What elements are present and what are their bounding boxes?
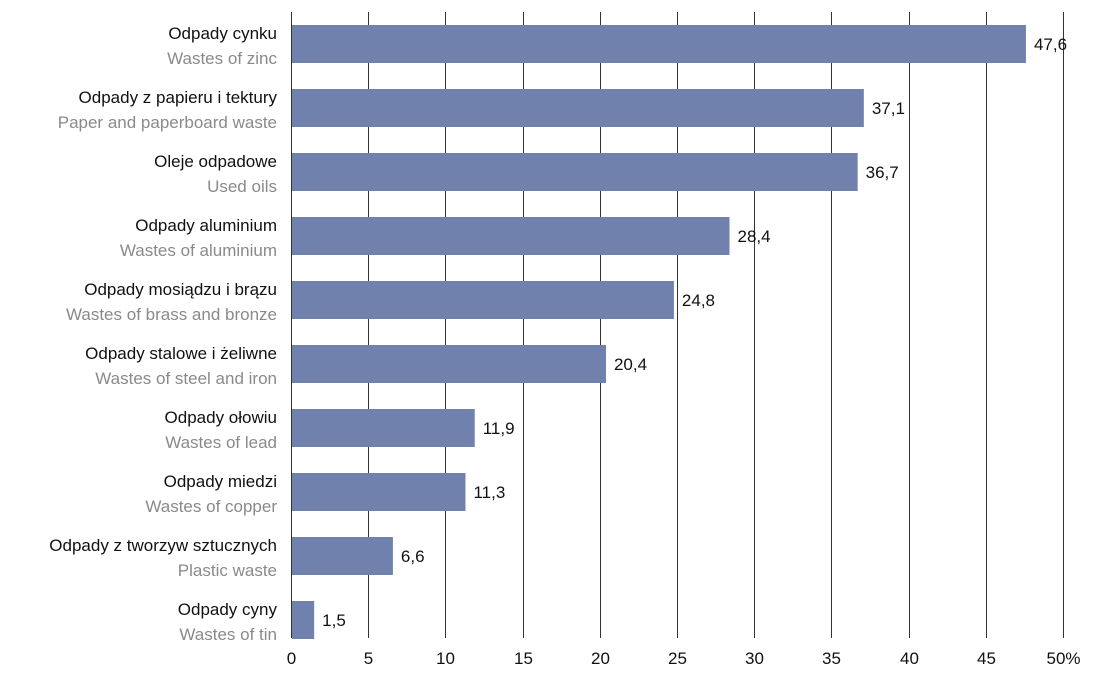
category-label-primary: Odpady aluminium xyxy=(135,216,277,235)
bar xyxy=(292,153,858,191)
value-label: 11,9 xyxy=(483,419,515,438)
x-tick-label: 50% xyxy=(1046,649,1080,668)
category-label-primary: Odpady cyny xyxy=(178,600,278,619)
category-label-secondary: Wastes of zinc xyxy=(167,49,277,68)
value-label: 37,1 xyxy=(872,99,905,118)
bar xyxy=(292,601,315,639)
category-label-primary: Odpady stalowe i żeliwne xyxy=(85,344,277,363)
value-label: 20,4 xyxy=(614,355,647,374)
bar xyxy=(292,409,475,447)
x-tick-label: 10 xyxy=(436,649,455,668)
category-label-secondary: Plastic waste xyxy=(178,561,277,580)
bar xyxy=(292,345,606,383)
category-label-primary: Odpady mosiądzu i brązu xyxy=(84,280,277,299)
value-label: 36,7 xyxy=(866,163,899,182)
bar xyxy=(292,281,674,319)
bar xyxy=(292,25,1026,63)
x-tick-label: 20 xyxy=(591,649,610,668)
x-tick-label: 30 xyxy=(745,649,764,668)
bar xyxy=(292,217,730,255)
category-label-secondary: Wastes of tin xyxy=(179,625,277,644)
value-label: 47,6 xyxy=(1034,35,1067,54)
x-axis-ticks: 0 5 10 15 20 25 30 35 40 45 50% xyxy=(287,649,1081,668)
category-labels: Odpady cynku Wastes of zinc Odpady z papie… xyxy=(49,24,277,644)
x-tick-label: 25 xyxy=(668,649,687,668)
value-label: 6,6 xyxy=(401,547,425,566)
value-label: 24,8 xyxy=(682,291,715,310)
bars xyxy=(292,25,1026,639)
category-label-secondary: Paper and paperboard waste xyxy=(58,113,277,132)
value-label: 11,3 xyxy=(473,483,505,502)
x-tick-label: 0 xyxy=(287,649,296,668)
value-label: 1,5 xyxy=(322,611,346,630)
value-labels: 47,6 37,1 36,7 28,4 24,8 20,4 11,9 11,3 6,6 1,5 xyxy=(322,35,1067,630)
category-label-secondary: Wastes of lead xyxy=(165,433,277,452)
x-tick-label: 5 xyxy=(364,649,373,668)
x-tick-label: 35 xyxy=(822,649,841,668)
x-tick-label: 15 xyxy=(514,649,533,668)
bar xyxy=(292,473,466,511)
x-tick-label: 40 xyxy=(900,649,919,668)
category-label-primary: Odpady z papieru i tektury xyxy=(79,88,278,107)
category-label-primary: Odpady cynku xyxy=(168,24,277,43)
category-label-secondary: Wastes of copper xyxy=(145,497,277,516)
category-label-secondary: Wastes of brass and bronze xyxy=(66,305,277,324)
x-tick-label: 45 xyxy=(977,649,996,668)
category-label-secondary: Used oils xyxy=(207,177,277,196)
category-label-primary: Odpady miedzi xyxy=(164,472,277,491)
bar xyxy=(292,537,393,575)
value-label: 28,4 xyxy=(737,227,770,246)
category-label-primary: Odpady z tworzyw sztucznych xyxy=(49,536,277,555)
category-label-secondary: Wastes of aluminium xyxy=(120,241,277,260)
category-label-primary: Odpady ołowiu xyxy=(165,408,277,427)
bar xyxy=(292,89,864,127)
category-label-secondary: Wastes of steel and iron xyxy=(95,369,277,388)
category-label-primary: Oleje odpadowe xyxy=(154,152,277,171)
